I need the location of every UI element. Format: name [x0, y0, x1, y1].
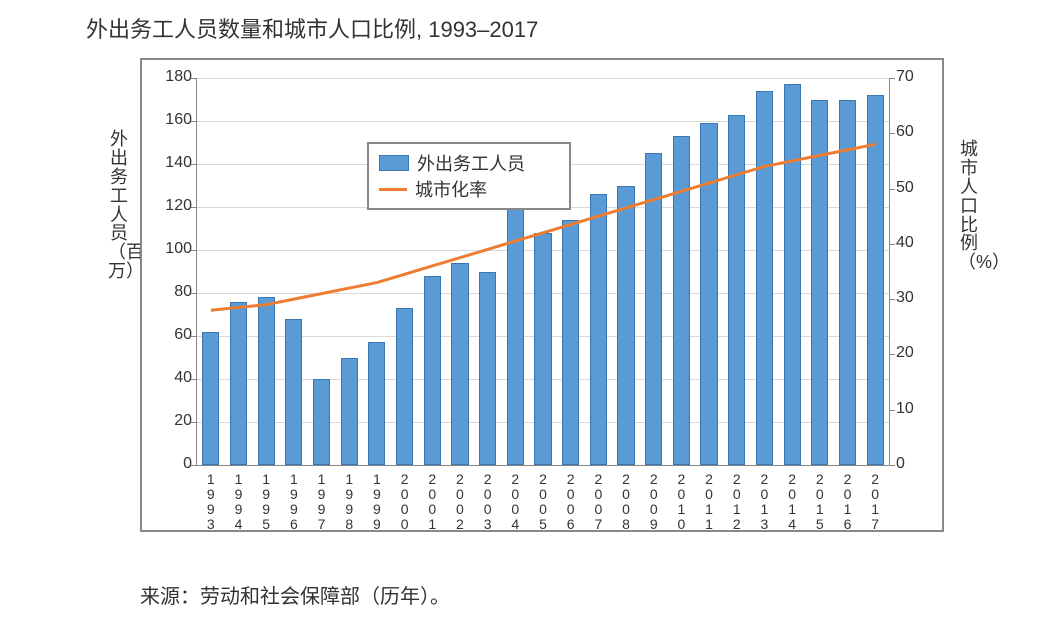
y2-tick-label: 40 [896, 234, 944, 252]
x-tick-label: 1993 [203, 471, 219, 531]
legend-entry-line: 城市化率 [379, 176, 559, 202]
legend-swatch-line [379, 188, 407, 191]
x-tick-label: 2008 [618, 471, 634, 531]
legend-entry-bar: 外出务工人员 [379, 150, 559, 176]
x-tick-label: 2001 [424, 471, 440, 531]
x-tick-label: 2003 [480, 471, 496, 531]
y2-tick [889, 189, 895, 190]
chart-frame: 外出务工人员 城市化率 0 20 40 60 80 100 120 140 160 180 0 10 2… [140, 58, 944, 532]
y1-tick-label: 140 [144, 154, 192, 172]
y1-tick-label: 100 [144, 240, 192, 258]
y1-axis-title: 外出务工人员（百万） [108, 130, 130, 281]
y1-tick-label: 180 [144, 68, 192, 86]
x-tick-label: 2010 [673, 471, 689, 531]
x-tick-label: 1996 [286, 471, 302, 531]
plot-area: 外出务工人员 城市化率 [196, 78, 890, 466]
legend-swatch-bar [379, 155, 409, 171]
x-tick-label: 2007 [590, 471, 606, 531]
x-tick-label: 2002 [452, 471, 468, 531]
y1-tick-label: 0 [144, 455, 192, 473]
chart-title: 外出务工人员数量和城市人口比例, 1993–2017 [86, 12, 538, 44]
x-tick-label: 2004 [507, 471, 523, 531]
y2-axis-title: 城市人口比例（%） [958, 140, 980, 272]
y2-tick-label: 60 [896, 123, 944, 141]
y2-tick-label: 0 [896, 455, 944, 473]
x-tick-label: 1998 [341, 471, 357, 531]
legend-label-bar: 外出务工人员 [417, 150, 525, 176]
y2-tick-label: 30 [896, 289, 944, 307]
x-tick-label: 2013 [756, 471, 772, 531]
x-tick-label: 1999 [369, 471, 385, 531]
y1-tick-label: 120 [144, 197, 192, 215]
y2-tick [889, 465, 895, 466]
legend-label-line: 城市化率 [415, 176, 487, 202]
x-tick-label: 1994 [231, 471, 247, 531]
y1-tick-label: 40 [144, 369, 192, 387]
y1-tick-label: 20 [144, 412, 192, 430]
x-tick-label: 2015 [812, 471, 828, 531]
x-tick-label: 2012 [729, 471, 745, 531]
y1-tick-label: 160 [144, 111, 192, 129]
y2-tick [889, 299, 895, 300]
trend-line-layer [197, 78, 889, 465]
y2-tick-label: 70 [896, 68, 944, 86]
x-tick-label: 1997 [314, 471, 330, 531]
x-tick-label: 2000 [397, 471, 413, 531]
y1-tick-label: 80 [144, 283, 192, 301]
source-note: 来源：劳动和社会保障部（历年）。 [140, 580, 450, 609]
y2-tick [889, 244, 895, 245]
x-tick-label: 2005 [535, 471, 551, 531]
y2-tick [889, 78, 895, 79]
x-tick-label: 2009 [646, 471, 662, 531]
x-tick-label: 1995 [258, 471, 274, 531]
x-tick-label: 2011 [701, 471, 717, 531]
y2-tick-label: 10 [896, 400, 944, 418]
x-tick-label: 2016 [839, 471, 855, 531]
x-tick-label: 2006 [563, 471, 579, 531]
x-tick-label: 2014 [784, 471, 800, 531]
legend-box: 外出务工人员 城市化率 [367, 142, 571, 210]
x-tick-label: 2017 [867, 471, 883, 531]
y2-tick [889, 133, 895, 134]
y2-tick [889, 354, 895, 355]
y2-tick [889, 410, 895, 411]
y1-tick-label: 60 [144, 326, 192, 344]
y2-tick-label: 20 [896, 344, 944, 362]
y2-tick-label: 50 [896, 179, 944, 197]
